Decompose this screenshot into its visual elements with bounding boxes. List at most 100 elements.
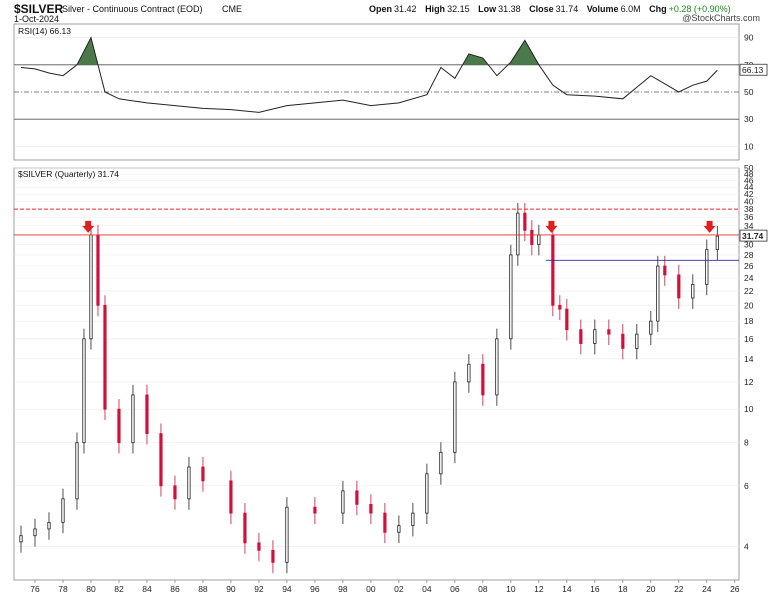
- price-tick-label: 44: [744, 182, 754, 192]
- x-tick-label: 84: [142, 584, 152, 594]
- price-tick-label: 38: [744, 204, 754, 214]
- x-tick-label: 26: [730, 584, 740, 594]
- price-tick-label: 36: [744, 212, 754, 222]
- rsi-title: RSI(14) 66.13: [18, 26, 71, 36]
- candle-body: [271, 549, 275, 563]
- change-label: Chg: [649, 4, 667, 14]
- price-frame: [13, 167, 740, 581]
- candle-body: [439, 451, 443, 475]
- price-tick-label: 20: [744, 300, 754, 310]
- candle-body: [285, 506, 289, 563]
- price-tick-label: 10: [744, 404, 754, 414]
- candle-body: [117, 408, 121, 444]
- volume-value: 6.0M: [620, 4, 641, 14]
- x-tick-label: 98: [338, 584, 348, 594]
- rsi-last-value-label: 66.13: [742, 65, 764, 75]
- x-axis: 76 78 80 82 84 86 88 90 92 94 96 98 00 02 04 06 08 10 12 14…: [30, 580, 740, 594]
- rsi-tick-label: 50: [744, 87, 754, 97]
- candle-body: [47, 521, 51, 530]
- candle-body: [229, 480, 233, 514]
- price-tick-label: 12: [744, 377, 754, 387]
- brand-watermark: @StockCharts.com: [682, 13, 760, 23]
- candle-body: [551, 234, 555, 306]
- price-tick-label: 6: [744, 481, 749, 491]
- x-tick-label: 88: [198, 584, 208, 594]
- price-last-value-box: [739, 229, 768, 242]
- candle-body: [481, 363, 485, 396]
- rsi-last-value-box: [739, 63, 768, 76]
- rsi-line: [20, 36, 718, 113]
- price-last-value-label: 31.74: [742, 231, 764, 241]
- candle-body: [467, 363, 471, 383]
- candle-body: [516, 212, 520, 256]
- candle-body: [33, 528, 37, 537]
- candle-body: [635, 333, 639, 349]
- price-title: $SILVER (Quarterly) 31.74: [18, 169, 119, 179]
- x-tick-label: 76: [30, 584, 40, 594]
- down-arrow-marker: [82, 220, 95, 233]
- high-label: High: [425, 4, 446, 14]
- x-tick-label: 82: [114, 584, 124, 594]
- price-tick-label: 16: [744, 334, 754, 344]
- candle-body: [495, 338, 499, 396]
- candle-body: [75, 442, 79, 500]
- x-tick-label: 06: [450, 584, 460, 594]
- x-tick-label: 92: [254, 584, 264, 594]
- candle-body: [341, 490, 345, 514]
- candle-body: [537, 234, 541, 245]
- price-tick-label: 50: [744, 163, 754, 173]
- candle-body: [103, 304, 107, 410]
- x-tick-label: 12: [534, 584, 544, 594]
- candle-body: [383, 512, 387, 533]
- candle-body: [523, 212, 527, 231]
- candle-body: [173, 485, 177, 500]
- low-value: 31.38: [498, 4, 521, 14]
- x-tick-label: 18: [618, 584, 628, 594]
- exchange-label: CME: [222, 4, 242, 14]
- price-tick-label: 14: [744, 354, 754, 364]
- x-tick-label: 08: [478, 584, 488, 594]
- x-tick-label: 94: [282, 584, 292, 594]
- x-tick-label: 22: [674, 584, 684, 594]
- price-panel: 4681012141618202224262830323436384042444…: [13, 163, 768, 581]
- candle-body: [691, 283, 695, 299]
- candle-body: [558, 304, 562, 310]
- candle-body: [509, 254, 513, 340]
- close-value: 31.74: [555, 4, 579, 14]
- price-tick-label: 22: [744, 286, 754, 296]
- candle-body: [705, 249, 709, 285]
- rsi-tick-label: 30: [744, 114, 754, 124]
- x-tick-label: 14: [562, 584, 572, 594]
- candle-body: [593, 329, 597, 344]
- price-tick-label: 18: [744, 316, 754, 326]
- candle-body: [131, 394, 135, 444]
- x-tick-label: 78: [58, 584, 68, 594]
- candle-body: [313, 506, 317, 514]
- volume-label: Volume: [586, 4, 619, 14]
- price-tick-label: 26: [744, 261, 754, 271]
- close-label: Close: [529, 4, 554, 14]
- rsi-tick-label: 90: [744, 33, 754, 43]
- change-value: +0.28 (+0.90%): [668, 4, 731, 14]
- chart-header: $SILVER Silver - Continuous Contract (EO…: [0, 0, 768, 24]
- low-label: Low: [478, 4, 497, 14]
- price-tick-label: 30: [744, 240, 754, 250]
- rsi-tick-label: 10: [744, 141, 754, 151]
- candle-body: [411, 512, 415, 527]
- candle-body: [677, 274, 681, 299]
- down-arrow-marker: [545, 220, 558, 233]
- ticker-symbol[interactable]: $SILVER: [14, 2, 64, 16]
- candle-body: [96, 234, 100, 306]
- candle-body: [715, 235, 719, 251]
- price-tick-label: 42: [744, 189, 754, 199]
- price-tick-label: 46: [744, 175, 754, 185]
- candle-body: [663, 265, 667, 276]
- candle-body: [159, 433, 163, 487]
- candle-body: [145, 394, 149, 434]
- x-tick-label: 00: [366, 584, 376, 594]
- candle-body: [607, 329, 611, 335]
- open-value: 31.42: [394, 4, 417, 14]
- x-tick-label: 90: [226, 584, 236, 594]
- candle-body: [425, 473, 429, 514]
